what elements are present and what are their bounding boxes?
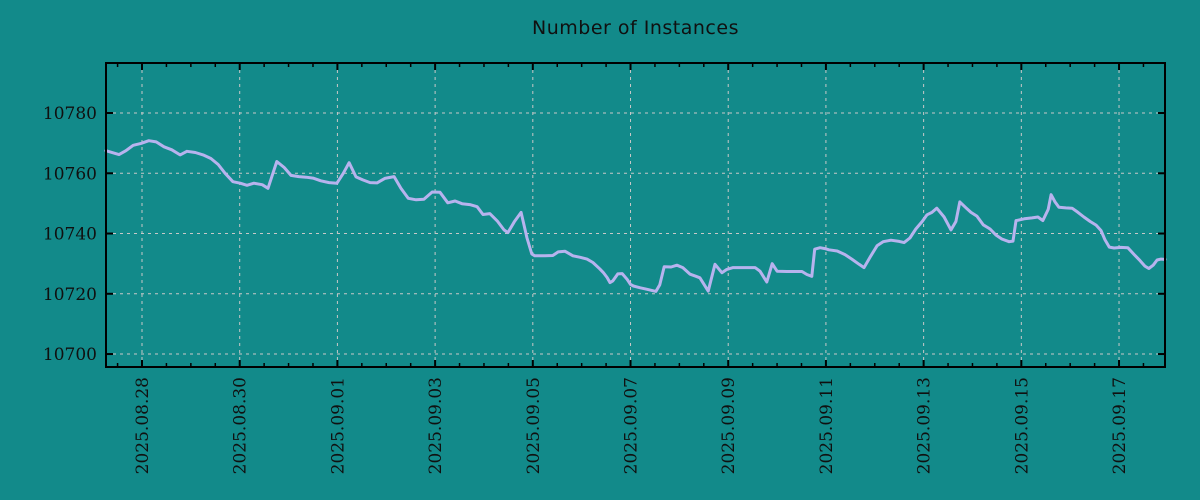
plot-frame [105,62,1166,368]
x-tick-label: 2025.08.28 [133,377,153,474]
x-tick-label: 2025.09.07 [622,377,642,474]
x-tick-label: 2025.09.17 [1110,377,1130,474]
y-tick-label: 10700 [43,345,97,365]
x-tick-label: 2025.09.09 [719,377,739,474]
x-tick-label: 2025.09.13 [915,377,935,474]
x-tick-label: 2025.09.05 [524,377,544,474]
x-tick-label: 2025.08.30 [231,377,251,474]
x-tick-label: 2025.09.15 [1012,377,1032,474]
y-tick-label: 10760 [43,164,97,184]
x-tick-label: 2025.09.01 [328,377,348,474]
y-tick-label: 10780 [43,104,97,124]
chart-title: Number of Instances [532,17,739,39]
y-tick-label: 10740 [43,225,97,245]
y-tick-label: 10720 [43,285,97,305]
x-tick-label: 2025.09.03 [426,377,446,474]
x-tick-label: 2025.09.11 [817,377,837,474]
instances-series-line [104,139,1167,293]
